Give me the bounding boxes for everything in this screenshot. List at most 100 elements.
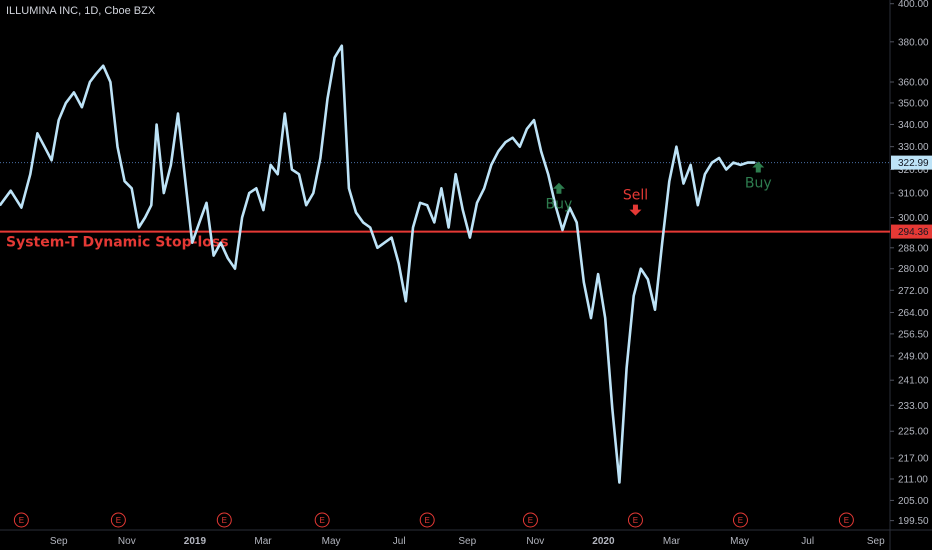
price-point (362, 221, 365, 224)
earnings-marker-label: E (844, 516, 849, 525)
price-point (654, 308, 656, 311)
earnings-marker-icon[interactable] (838, 512, 854, 528)
earnings-marker-icon[interactable] (13, 512, 29, 528)
price-point (476, 201, 478, 204)
price-point (390, 236, 393, 239)
earnings-marker-icon[interactable] (216, 512, 232, 528)
price-point (95, 72, 98, 75)
price-point (340, 44, 343, 47)
price-point (497, 150, 500, 153)
price-point (440, 187, 443, 190)
price-point (219, 241, 222, 244)
earnings-marker-label: E (425, 516, 430, 525)
price-point (618, 481, 621, 484)
earnings-marker-icon[interactable] (732, 512, 748, 528)
price-point (604, 317, 607, 320)
earnings-marker-icon[interactable] (627, 512, 643, 528)
price-point (319, 157, 322, 159)
earnings-marker-label: E (116, 516, 121, 525)
buy-arrow-icon (752, 161, 765, 173)
price-point (454, 173, 457, 176)
earnings-marker-label: E (222, 516, 227, 525)
price-point (419, 201, 421, 204)
x-tick-label: Nov (526, 536, 544, 547)
price-point (269, 163, 272, 166)
y-tick-label: 272.00 (898, 286, 929, 297)
earnings-marker-icon[interactable] (522, 512, 538, 528)
y-tick-label: 217.00 (898, 454, 929, 465)
price-point (675, 145, 678, 148)
x-tick-label: Nov (118, 536, 136, 547)
y-tick-label: 380.00 (898, 37, 929, 48)
price-point (36, 132, 39, 135)
x-tick-label: 2019 (184, 536, 207, 547)
y-tick-label: 400.00 (898, 0, 929, 10)
price-point (404, 300, 407, 303)
y-tick-label: 288.00 (898, 243, 929, 254)
price-point (525, 127, 528, 130)
price-point (661, 241, 664, 244)
earnings-marker-icon[interactable] (419, 512, 435, 528)
price-point (88, 81, 91, 83)
y-tick-label: 205.00 (898, 496, 929, 507)
price-point (241, 216, 243, 219)
y-tick-label: 320.00 (898, 165, 929, 176)
price-point (72, 91, 75, 94)
price-point (689, 163, 692, 166)
price-point (130, 187, 133, 190)
sell-arrow-icon (629, 204, 642, 216)
price-point (226, 257, 229, 260)
y-tick-label: 350.00 (898, 98, 929, 109)
earnings-marker-icon[interactable] (314, 512, 330, 528)
price-axis[interactable]: 400.00 380.00 360.00 350.00 340.00 330.00 320.… (889, 0, 929, 550)
price-point (469, 236, 471, 239)
price-point (80, 106, 83, 109)
price-point (746, 161, 749, 164)
earnings-marker-icon[interactable] (110, 512, 126, 528)
price-point (355, 211, 357, 214)
price-point (540, 150, 543, 153)
price-point (625, 367, 628, 369)
price-point (590, 317, 592, 320)
price-point (376, 246, 379, 249)
price-point (725, 168, 728, 171)
y-tick-label: 211.00 (898, 474, 928, 485)
price-point (333, 56, 336, 59)
price-point (412, 226, 414, 229)
x-tick-label: Mar (254, 536, 272, 547)
price-point (198, 221, 201, 224)
price-point (43, 145, 46, 148)
price-point (383, 241, 386, 244)
price-point (397, 262, 400, 265)
price-point (29, 173, 32, 176)
price-point (696, 204, 699, 207)
y-tick-label: 280.00 (898, 264, 929, 275)
price-point (102, 64, 105, 67)
price-point (597, 273, 599, 275)
buy-arrow-icon (552, 182, 565, 194)
price-point (753, 161, 756, 164)
price-point (57, 119, 60, 122)
price-tags: 322.99 294.36 (891, 155, 932, 239)
price-point (632, 294, 635, 297)
price-point (611, 407, 614, 410)
sell-label: Sell (623, 188, 648, 204)
time-axis[interactable]: Sep Nov 2019 Mar May Jul Sep Nov 2020 Mar May Jul Se… (0, 529, 932, 547)
price-point (116, 145, 119, 148)
price-point (312, 192, 315, 195)
price-point (703, 173, 706, 176)
price-point (291, 168, 293, 171)
buy-label: Buy (745, 176, 772, 192)
price-line (0, 44, 755, 484)
price-point (50, 159, 53, 162)
price-point (150, 204, 153, 207)
y-tick-label: 225.00 (898, 427, 929, 438)
price-point (739, 163, 742, 166)
price-point (639, 267, 642, 270)
price-point (9, 189, 12, 192)
x-tick-label: Sep (50, 536, 68, 547)
price-point (490, 163, 493, 166)
price-point (575, 221, 578, 224)
